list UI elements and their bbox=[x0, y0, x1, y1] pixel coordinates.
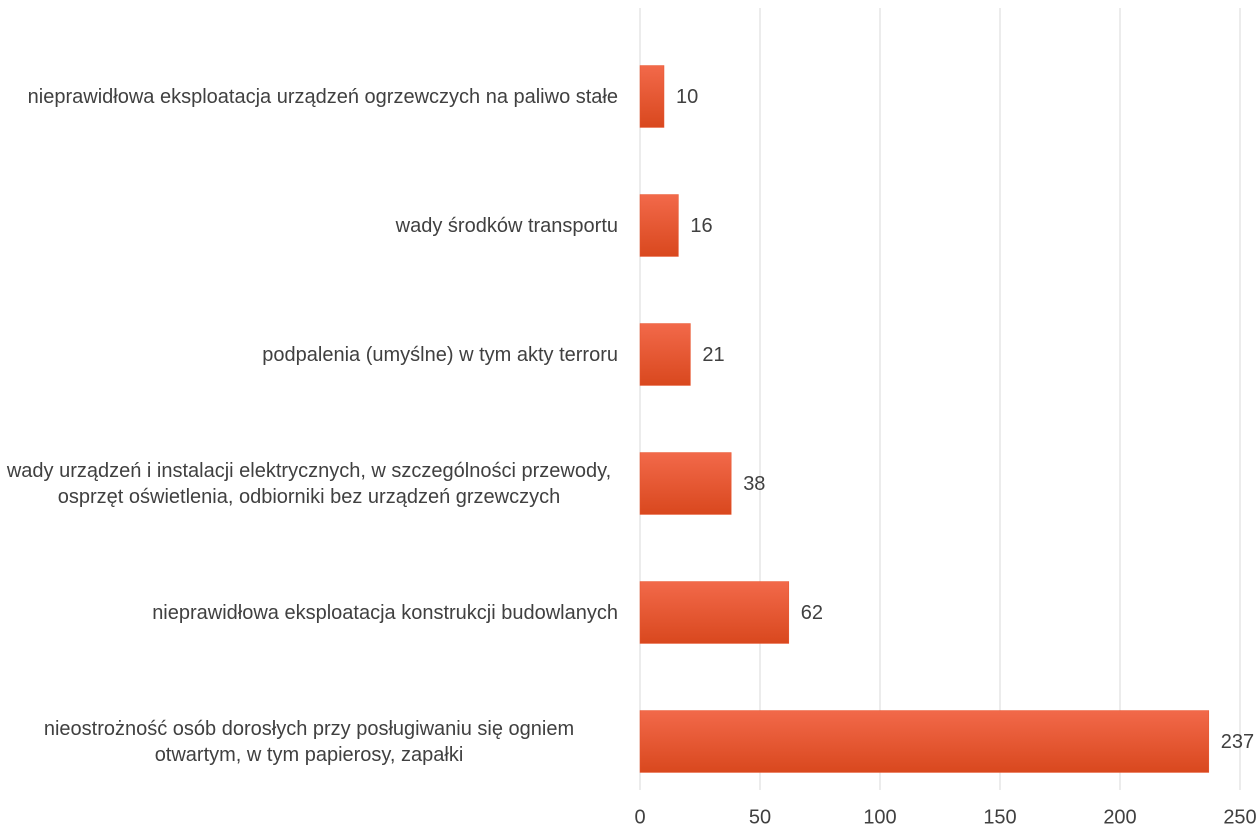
value-label: 21 bbox=[702, 344, 724, 366]
bar bbox=[639, 710, 1210, 773]
bar bbox=[639, 323, 691, 386]
bar bbox=[639, 452, 732, 515]
category-label-box: nieprawidłowa eksploatacja konstrukcji b… bbox=[0, 600, 618, 626]
x-tick-label: 100 bbox=[863, 806, 896, 828]
category-label: nieostrożność osób dorosłych przy posług… bbox=[43, 717, 575, 766]
category-label: podpalenia (umyślne) w tym akty terroru bbox=[262, 343, 618, 366]
category-label: nieprawidłowa eksploatacja konstrukcji b… bbox=[152, 601, 618, 624]
x-tick-label: 50 bbox=[749, 806, 771, 828]
x-tick-label: 200 bbox=[1103, 806, 1136, 828]
category-label-box: wady środków transportu bbox=[0, 213, 618, 239]
value-label: 62 bbox=[801, 602, 823, 624]
x-tick-label: 150 bbox=[983, 806, 1016, 828]
value-label: 10 bbox=[676, 86, 698, 108]
category-label: wady urządzeń i instalacji elektrycznych… bbox=[6, 459, 612, 508]
x-tick-label: 0 bbox=[634, 806, 645, 828]
value-label: 38 bbox=[743, 473, 765, 495]
value-label: 16 bbox=[690, 215, 712, 237]
bar bbox=[639, 194, 679, 257]
bar bbox=[639, 65, 665, 128]
value-label: 237 bbox=[1221, 731, 1254, 753]
category-label-box: nieprawidłowa eksploatacja urządzeń ogrz… bbox=[0, 84, 618, 110]
category-label: wady środków transportu bbox=[395, 214, 618, 237]
x-tick-label: 250 bbox=[1223, 806, 1256, 828]
category-label: nieprawidłowa eksploatacja urządzeń ogrz… bbox=[27, 85, 618, 108]
category-label-box: nieostrożność osób dorosłych przy posług… bbox=[0, 716, 618, 768]
category-label-box: wady urządzeń i instalacji elektrycznych… bbox=[0, 458, 618, 510]
bar bbox=[639, 581, 790, 644]
category-label-box: podpalenia (umyślne) w tym akty terroru bbox=[0, 342, 618, 368]
